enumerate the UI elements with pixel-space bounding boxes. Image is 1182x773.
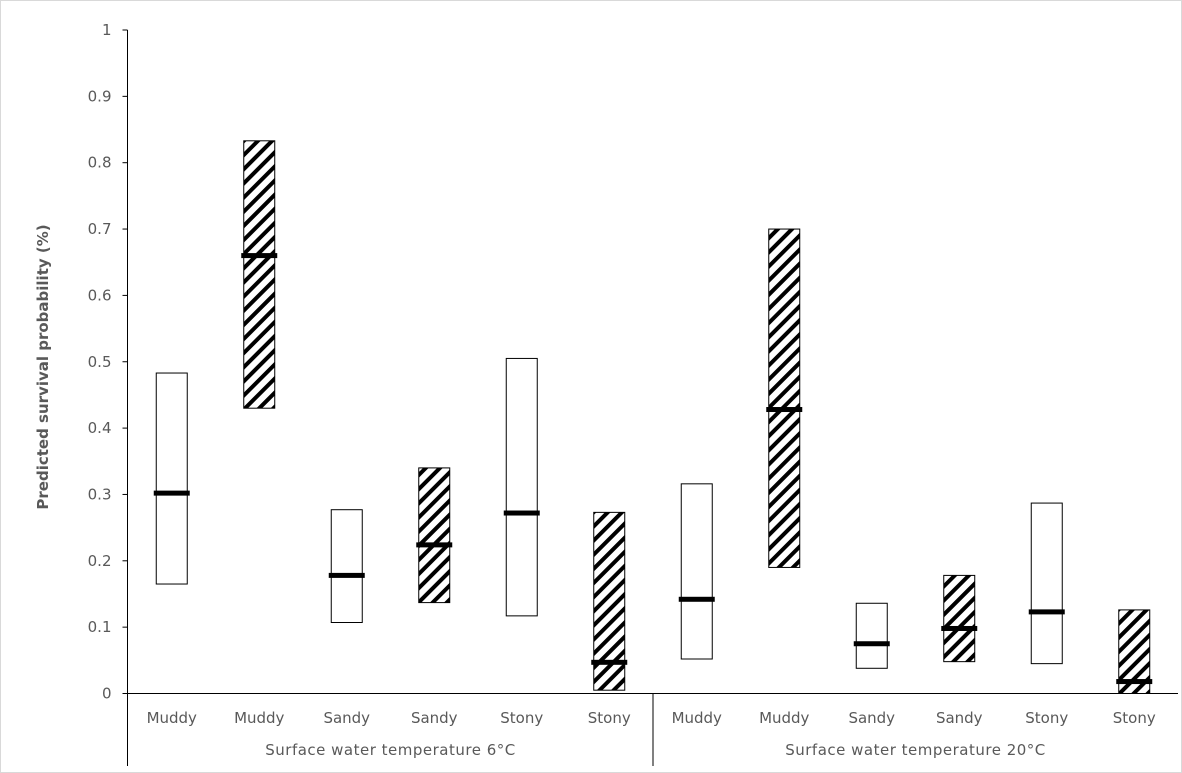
- range-bar: [680, 483, 713, 660]
- x-category-label: Sandy: [936, 709, 983, 727]
- range-bar: [155, 372, 188, 585]
- median-marker: [853, 641, 890, 647]
- y-tick-label: 0.8: [88, 154, 112, 172]
- range-bar-hatched: [768, 228, 801, 568]
- range-bar: [505, 357, 538, 617]
- x-category-label: Sandy: [848, 709, 895, 727]
- x-category-label: Stony: [588, 709, 631, 727]
- range-bar-hatched: [243, 140, 276, 409]
- median-marker: [678, 596, 715, 602]
- range-bar-hatched: [418, 467, 451, 604]
- range-bar-hatched: [943, 574, 976, 663]
- x-category-label: Sandy: [411, 709, 458, 727]
- y-tick-label: 0.7: [88, 220, 112, 238]
- x-category-label: Muddy: [234, 709, 284, 727]
- y-tick-label: 0: [102, 685, 112, 703]
- range-bar: [1030, 502, 1063, 665]
- x-category-label: Stony: [1025, 709, 1068, 727]
- x-category-label: Stony: [1113, 709, 1156, 727]
- range-bar: [330, 509, 363, 624]
- x-category-label: Muddy: [759, 709, 809, 727]
- y-tick-label: 0.1: [88, 618, 112, 636]
- range-bar: [855, 602, 888, 669]
- x-category-label: Stony: [500, 709, 543, 727]
- y-tick-label: 0.9: [88, 87, 112, 105]
- median-marker: [503, 510, 540, 516]
- x-group-label: Surface water temperature 6°C: [265, 741, 516, 759]
- y-axis-title: Predicted survival probability (%): [34, 224, 52, 509]
- x-category-label: Muddy: [672, 709, 722, 727]
- median-marker: [241, 253, 278, 259]
- x-group-label: Surface water temperature 20°C: [785, 741, 1046, 759]
- median-marker: [416, 542, 453, 548]
- x-category-label: Sandy: [323, 709, 370, 727]
- median-marker: [1028, 609, 1065, 615]
- y-tick-label: 0.4: [88, 419, 112, 437]
- median-marker: [328, 572, 365, 578]
- y-tick-label: 1: [102, 21, 112, 39]
- y-tick-label: 0.6: [88, 286, 112, 304]
- median-marker: [1116, 679, 1153, 685]
- median-marker: [941, 625, 978, 631]
- median-marker: [591, 659, 628, 665]
- median-marker: [766, 407, 803, 413]
- y-tick-label: 0.2: [88, 552, 112, 570]
- median-marker: [153, 490, 190, 496]
- x-category-label: Muddy: [147, 709, 197, 727]
- y-tick-label: 0.3: [88, 485, 112, 503]
- y-tick-label: 0.5: [88, 353, 112, 371]
